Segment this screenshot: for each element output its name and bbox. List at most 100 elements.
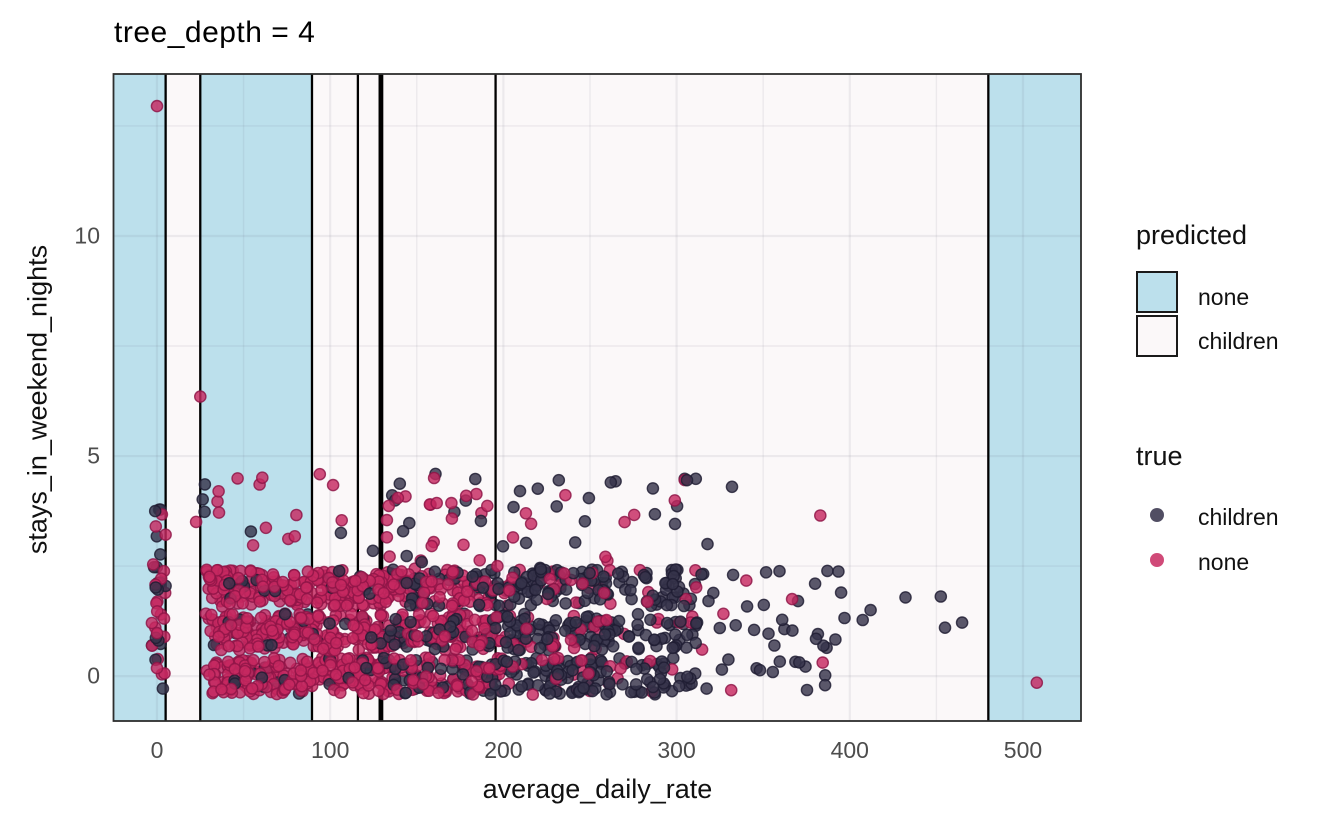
scatter-point-children bbox=[583, 566, 596, 580]
scatter-point-children bbox=[541, 587, 555, 601]
scatter-point-none bbox=[417, 586, 431, 599]
scatter-point-none bbox=[346, 676, 360, 689]
scatter-point-none bbox=[258, 655, 271, 669]
scatter-point-children bbox=[533, 641, 547, 655]
scatter-point-children bbox=[600, 688, 613, 701]
scatter-point-children bbox=[568, 536, 582, 549]
scatter-point-children bbox=[669, 628, 682, 641]
scatter-point-none bbox=[301, 565, 315, 578]
scatter-point-children bbox=[821, 564, 834, 578]
y-tick-label: 10 bbox=[74, 222, 100, 249]
scatter-point-none bbox=[482, 662, 496, 675]
scatter-point-children bbox=[701, 537, 714, 551]
scatter-point-none bbox=[315, 583, 328, 597]
scatter-point-children bbox=[466, 570, 479, 583]
scatter-point-children bbox=[660, 598, 674, 612]
scatter-point-none bbox=[446, 565, 460, 578]
scatter-point-none bbox=[490, 610, 503, 624]
legend-true-label-none: none bbox=[1198, 549, 1250, 575]
scatter-point-none bbox=[473, 639, 487, 652]
scatter-point-none bbox=[282, 678, 296, 692]
scatter-point-children bbox=[278, 607, 292, 621]
scatter-point-none bbox=[283, 656, 297, 670]
scatter-point-children bbox=[700, 682, 713, 695]
scatter-point-children bbox=[581, 586, 595, 600]
scatter-point-none bbox=[347, 619, 360, 632]
scatter-point-none bbox=[252, 640, 265, 653]
scatter-point-none bbox=[335, 514, 349, 527]
scatter-point-none bbox=[329, 668, 343, 682]
scatter-point-children bbox=[456, 668, 470, 681]
scatter-point-none bbox=[145, 616, 159, 630]
scatter-point-none bbox=[785, 592, 799, 606]
x-axis-title: average_daily_rate bbox=[482, 774, 713, 804]
scatter-point-children bbox=[149, 581, 162, 594]
scatter-point-children bbox=[680, 628, 694, 642]
scatter-point-none bbox=[226, 608, 239, 621]
scatter-point-children bbox=[660, 616, 674, 630]
scatter-point-children bbox=[838, 611, 851, 625]
scatter-point-none bbox=[432, 686, 445, 700]
scatter-point-children bbox=[809, 632, 823, 646]
scatter-point-none bbox=[299, 581, 313, 594]
scatter-point-none bbox=[150, 99, 164, 113]
scatter-point-children bbox=[681, 670, 694, 684]
scatter-point-none bbox=[149, 520, 163, 533]
scatter-point-none bbox=[326, 478, 340, 492]
scatter-point-children bbox=[415, 555, 429, 569]
scatter-point-children bbox=[492, 582, 505, 596]
scatter-point-children bbox=[334, 526, 348, 540]
scatter-point-none bbox=[614, 662, 627, 675]
legend-predicted-title: predicted bbox=[1136, 220, 1248, 250]
scatter-point-none bbox=[526, 688, 540, 701]
scatter-point-none bbox=[290, 508, 303, 522]
scatter-point-children bbox=[428, 642, 442, 656]
predicted-region-none bbox=[988, 74, 1081, 721]
scatter-point-none bbox=[668, 494, 682, 507]
scatter-point-none bbox=[377, 586, 391, 600]
scatter-point-none bbox=[410, 629, 424, 643]
scatter-point-children bbox=[786, 624, 799, 637]
scatter-point-children bbox=[507, 500, 520, 514]
scatter-point-none bbox=[348, 661, 362, 674]
scatter-point-children bbox=[690, 617, 703, 630]
scatter-point-children bbox=[672, 679, 686, 693]
scatter-point-children bbox=[666, 641, 680, 655]
scatter-point-none bbox=[547, 652, 561, 666]
scatter-point-none bbox=[287, 628, 301, 641]
scatter-point-children bbox=[388, 638, 401, 651]
scatter-point-children bbox=[396, 524, 410, 538]
scatter-point-none bbox=[215, 683, 228, 696]
scatter-point-children bbox=[577, 681, 590, 695]
scatter-point-none bbox=[238, 664, 252, 678]
scatter-point-none bbox=[203, 668, 216, 682]
scatter-point-children bbox=[519, 536, 533, 550]
scatter-point-children bbox=[582, 491, 596, 505]
scatter-point-children bbox=[587, 639, 601, 653]
scatter-point-none bbox=[597, 586, 611, 600]
scatter-point-none bbox=[311, 610, 325, 623]
scatter-point-children bbox=[800, 683, 814, 697]
scatter-point-children bbox=[468, 472, 482, 486]
x-tick-label: 0 bbox=[150, 737, 164, 763]
scatter-point-none bbox=[294, 664, 308, 677]
scatter-point-children bbox=[534, 562, 548, 576]
scatter-point-none bbox=[333, 686, 347, 700]
scatter-point-children bbox=[603, 677, 616, 691]
scatter-point-children bbox=[323, 617, 336, 630]
scatter-point-none bbox=[272, 659, 286, 673]
y-tick-label: 0 bbox=[87, 662, 100, 689]
scatter-point-none bbox=[157, 612, 171, 625]
scatter-point-none bbox=[300, 592, 314, 606]
scatter-point-none bbox=[222, 639, 236, 653]
scatter-point-children bbox=[393, 477, 407, 491]
scatter-point-none bbox=[211, 495, 224, 508]
scatter-point-children bbox=[604, 476, 618, 489]
scatter-point-none bbox=[480, 499, 494, 513]
scatter-point-children bbox=[399, 686, 413, 700]
scatter-point-children bbox=[559, 597, 572, 610]
scatter-point-children bbox=[606, 640, 620, 653]
scatter-point-children bbox=[488, 678, 502, 691]
scatter-point-children bbox=[680, 473, 694, 487]
scatter-point-none bbox=[212, 630, 225, 644]
